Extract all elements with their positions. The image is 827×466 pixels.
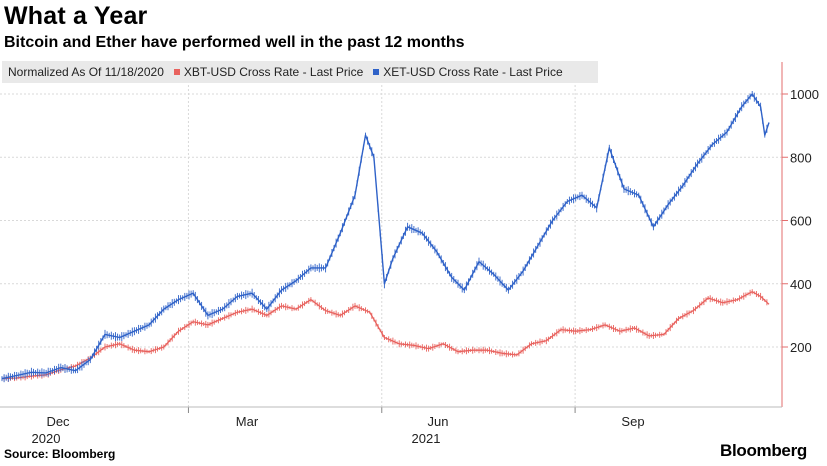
legend-item-xet: XET-USD Cross Rate - Last Price (373, 65, 563, 79)
chart-title: What a Year (4, 2, 148, 30)
y-tick-label-200: 200 (790, 340, 812, 355)
x-tick-label-2: Jun (428, 414, 449, 429)
series-xet (1, 91, 770, 383)
y-tick-label-600: 600 (790, 214, 812, 229)
normalization-note: Normalized As Of 11/18/2020 (8, 65, 164, 79)
x-tick-label-1: Mar (236, 414, 259, 429)
legend-item-xbt: XBT-USD Cross Rate - Last Price (173, 65, 364, 79)
legend-swatch-xbt (173, 69, 180, 75)
legend-label-xet: XET-USD Cross Rate - Last Price (383, 65, 563, 79)
y-tick-label-800: 800 (790, 150, 812, 165)
x-tick-label-0: Dec (46, 414, 70, 429)
x-tick-year-0: 2020 (32, 431, 61, 446)
y-tick-label-400: 400 (790, 277, 812, 292)
x-tick-year-2: 2021 (412, 431, 441, 446)
legend-swatch-xet (373, 69, 380, 75)
chart-subtitle: Bitcoin and Ether have performed well in… (4, 34, 465, 51)
series-line-xbt (1, 291, 770, 380)
series-xbt (1, 289, 770, 382)
legend-label-xbt: XBT-USD Cross Rate - Last Price (183, 65, 364, 79)
source-note: Source: Bloomberg (4, 447, 116, 461)
legend-bar: Normalized As Of 11/18/2020 XBT-USD Cros… (2, 61, 598, 83)
y-tick-label-1000: 1000 (790, 87, 819, 102)
bloomberg-logo: Bloomberg (719, 441, 807, 460)
x-tick-label-3: Sep (621, 414, 644, 429)
